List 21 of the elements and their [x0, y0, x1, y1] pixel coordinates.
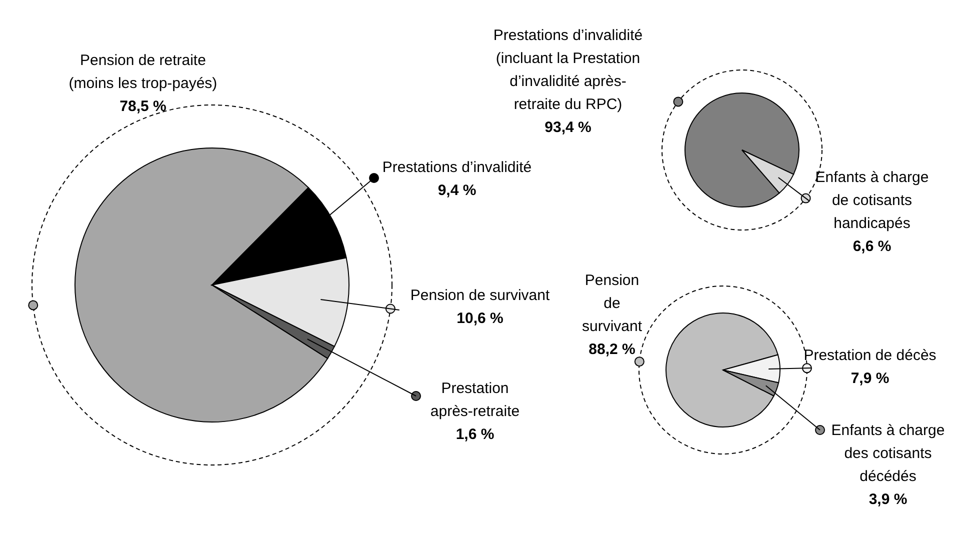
data-label: 9,4 %	[438, 182, 476, 199]
data-label: 3,9 %	[868, 491, 908, 508]
pie-slice	[684, 92, 800, 208]
pie-slice	[742, 150, 794, 194]
slice-label: Pension de survivant	[582, 272, 643, 335]
slice-label: Pension de retraite (moins les trop-payés)	[68, 52, 218, 92]
data-label: 7,9 %	[850, 370, 890, 387]
data-label: 10,6 %	[456, 310, 504, 327]
data-label: 88,2 %	[588, 341, 636, 358]
pie-slice	[666, 312, 778, 428]
data-label: 78,5 %	[120, 98, 166, 115]
slice-label: Prestations d’invalidité (incluant la Prestation d’invalidité après-retraite du RPC)	[493, 27, 643, 113]
legend-label: Enfants à charge des cotisants décédés	[831, 422, 945, 485]
legend-label: Enfants à charge de cotisants handicapés	[815, 169, 929, 232]
legend-label: Prestations d’invalidité	[382, 159, 532, 176]
data-label: 93,4 %	[544, 119, 592, 136]
data-label: 1,6 %	[456, 426, 494, 443]
slice-label: Prestation de décès	[804, 347, 936, 364]
slice-label: Pension de survivant	[410, 287, 550, 304]
legend-label: Prestation après-retraite	[430, 380, 520, 420]
data-label: 6,6 %	[852, 238, 892, 255]
